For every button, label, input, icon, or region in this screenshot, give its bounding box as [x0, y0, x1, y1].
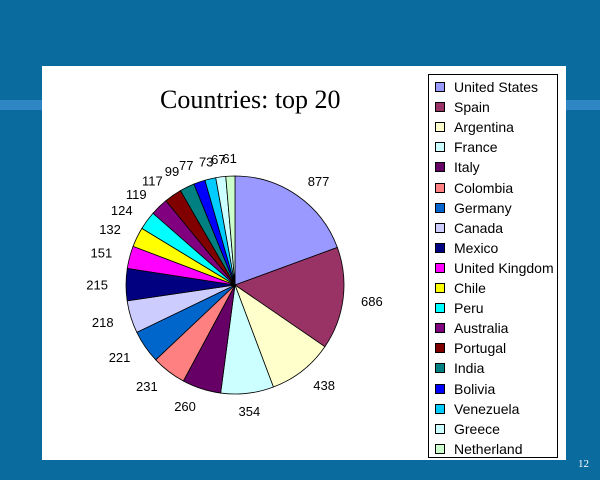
legend-swatch — [435, 383, 445, 394]
legend-swatch — [435, 423, 445, 434]
data-label-peru: 124 — [111, 203, 133, 218]
data-label-greece: 67 — [211, 152, 225, 167]
legend-item-portugal: Portugal — [429, 338, 506, 358]
data-label-spain: 686 — [361, 294, 383, 309]
legend-swatch — [435, 443, 445, 454]
pie-slice-spain — [234, 246, 345, 348]
decorative-stripe-right — [566, 100, 600, 110]
legend-item-united-states: United States — [429, 77, 538, 97]
legend-swatch — [435, 283, 445, 293]
legend-item-australia: Australia — [429, 318, 508, 338]
legend-swatch — [435, 122, 445, 133]
legend-swatch — [435, 182, 445, 193]
data-label-portugal: 117 — [142, 174, 163, 189]
legend-label: India — [454, 360, 485, 377]
data-label-united-kingdom: 151 — [90, 246, 112, 261]
data-label-venezuela: 73 — [199, 154, 213, 169]
legend-item-peru: Peru — [429, 298, 484, 318]
legend-swatch — [435, 343, 445, 354]
legend-swatch — [435, 82, 445, 92]
pie-slice-united-states — [234, 175, 338, 286]
legend-label: Chile — [454, 280, 486, 296]
legend-item-italy: Italy — [429, 157, 480, 177]
data-label-colombia: 231 — [136, 379, 158, 394]
legend-label: Spain — [454, 99, 490, 116]
legend-swatch — [435, 323, 445, 334]
legend-item-colombia: Colombia — [429, 178, 513, 198]
legend-item-united-kingdom: United Kingdom — [429, 258, 554, 278]
data-label-germany: 221 — [109, 350, 131, 365]
legend-label: Peru — [454, 300, 484, 317]
legend: United States Spain Argentina France Italy Co… — [428, 74, 558, 458]
legend-label: Italy — [454, 159, 480, 176]
data-label-france: 354 — [239, 404, 261, 419]
data-label-netherland: 61 — [222, 151, 236, 166]
legend-swatch — [435, 303, 445, 314]
legend-item-argentina: Argentina — [429, 117, 514, 137]
legend-item-france: France — [429, 137, 498, 157]
legend-item-mexico: Mexico — [429, 238, 498, 258]
legend-swatch — [435, 403, 445, 414]
data-label-australia: 119 — [126, 187, 147, 202]
legend-swatch — [435, 262, 445, 273]
legend-item-netherland: Netherland — [429, 439, 523, 459]
legend-item-india: India — [429, 358, 484, 378]
legend-label: Netherland — [454, 440, 523, 457]
data-label-chile: 132 — [99, 222, 121, 237]
legend-swatch — [435, 363, 445, 374]
data-label-mexico: 215 — [86, 278, 108, 293]
legend-label: United Kingdom — [454, 259, 554, 276]
legend-label: France — [454, 139, 498, 156]
legend-label: Bolivia — [454, 380, 496, 397]
data-label-bolivia: 77 — [179, 158, 193, 173]
legend-item-greece: Greece — [429, 419, 500, 439]
legend-swatch — [435, 202, 445, 213]
legend-label: Venezuela — [454, 400, 520, 417]
data-label-india: 99 — [165, 164, 179, 179]
legend-label: Canada — [454, 219, 504, 236]
data-label-italy: 260 — [174, 399, 196, 414]
legend-swatch — [435, 102, 445, 113]
legend-item-spain: Spain — [429, 97, 490, 117]
legend-label: United States — [454, 79, 539, 95]
legend-swatch — [435, 222, 445, 233]
data-label-united-states: 877 — [308, 174, 330, 189]
legend-swatch — [435, 242, 445, 253]
legend-label: Colombia — [454, 179, 514, 196]
legend-label: Portugal — [454, 340, 507, 357]
legend-item-germany: Germany — [429, 198, 512, 218]
legend-item-canada: Canada — [429, 218, 503, 238]
legend-swatch — [435, 142, 445, 153]
data-label-argentina: 438 — [313, 378, 335, 393]
chart-title: Countries: top 20 — [160, 85, 341, 114]
data-label-canada: 218 — [92, 315, 114, 330]
legend-label: Germany — [454, 199, 512, 216]
page-number: 12 — [578, 458, 589, 470]
decorative-stripe-left — [0, 100, 42, 110]
legend-item-venezuela: Venezuela — [429, 399, 519, 419]
legend-swatch — [435, 162, 445, 173]
legend-label: Argentina — [454, 119, 514, 136]
legend-label: Australia — [454, 320, 509, 337]
legend-label: Mexico — [454, 239, 499, 256]
legend-label: Greece — [454, 420, 500, 437]
legend-item-bolivia: Bolivia — [429, 379, 495, 399]
pie-slice-netherland — [225, 175, 236, 286]
legend-item-chile: Chile — [429, 278, 486, 298]
